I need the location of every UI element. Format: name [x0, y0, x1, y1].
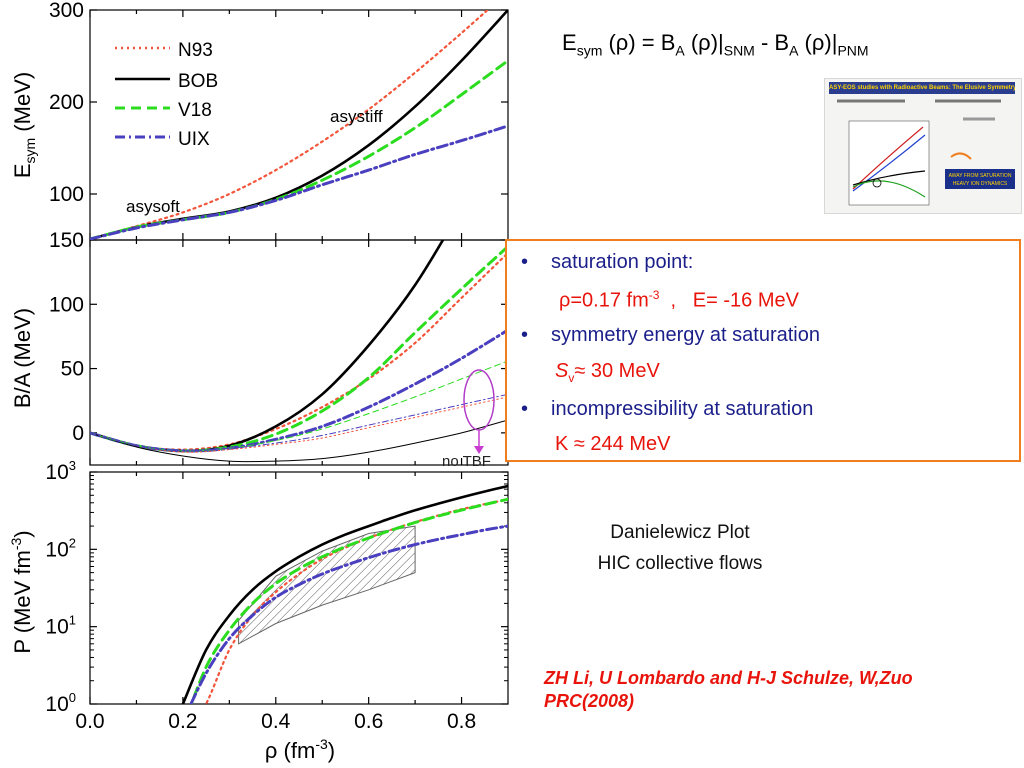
saturation-point-value: ρ=0.17 fm-3 , E= -16 MeV: [559, 288, 799, 312]
series-line-n93: [204, 498, 508, 704]
series-line-v18: [90, 244, 508, 453]
series-line-v18: [90, 360, 508, 452]
saturation-properties-box: • saturation point: ρ=0.17 fm-3 , E= -16 …: [505, 239, 1021, 462]
thumbnail-blue-curve: [852, 134, 926, 192]
y-tick-label: 150: [49, 229, 84, 252]
legend-label-v18: V18: [178, 100, 212, 121]
bottom-panel-frame: [89, 471, 509, 705]
symmetry-energy-value: Sv≈ 30 MeV: [555, 360, 660, 385]
x-tick-label: 0.6: [354, 710, 383, 733]
thumbnail-callout-line2: HEAVY ION DYNAMICS: [953, 181, 1008, 187]
y-tick-label: 102: [45, 535, 76, 561]
annotation-no-tbf: no TBF: [442, 453, 491, 470]
series-line-uix: [90, 328, 508, 453]
thumbnail-saturation-circle: [872, 178, 882, 188]
series-line-n93: [90, 251, 508, 451]
reference-authors: ZH Li, U Lombardo and H-J Schulze, W,Zuo: [544, 668, 913, 688]
reference-journal: PRC(2008): [544, 691, 635, 711]
bullet-symmetry-energy: • symmetry energy at saturation: [521, 324, 820, 346]
thumbnail-black-curve: [852, 170, 926, 186]
bottom-ylabel: P (MeV fm-3): [8, 530, 35, 653]
legend-label-bob: BOB: [178, 71, 218, 92]
y-tick-label: 0: [72, 422, 84, 445]
bullet-saturation-point: • saturation point:: [521, 251, 694, 273]
middle-axis-ticks: 0 50 100 150: [49, 229, 508, 465]
bottom-axis-ticks: 100 101 102 103 0.0 0.2 0.4 0.6 0.8: [45, 458, 508, 733]
middle-series-lines: [90, 240, 508, 463]
top-axis-ticks: 100 200 300: [49, 0, 508, 240]
danielewicz-note: Danielewicz Plot: [610, 522, 750, 543]
esym-equation: Esym (ρ) = BA (ρ)|SNM - BA (ρ)|PNM: [562, 30, 869, 59]
annotation-asystiff: asystiff: [330, 107, 383, 126]
top-ylabel: Esym (MeV): [10, 72, 38, 178]
series-line-bob: [90, 240, 445, 453]
series-line-uix: [189, 524, 508, 704]
series-line-uix: [90, 393, 508, 452]
bottom-series-lines: [181, 484, 508, 704]
bullet-incompressibility: • incompressibility at saturation: [521, 398, 814, 420]
series-line-n93: [90, 396, 508, 453]
middle-ylabel: B/A (MeV): [10, 308, 35, 408]
series-line-bob: [90, 419, 508, 463]
no-tbf-ellipse: [463, 369, 495, 431]
legend-label-uix: UIX: [178, 129, 210, 150]
paper-thumbnail: ASY-EOS studies with Radioactive Beams: …: [824, 78, 1022, 214]
thumbnail-callout-line1: AWAY FROM SATURATION: [949, 173, 1012, 179]
y-tick-label: 300: [49, 0, 84, 22]
thumbnail-figure: AWAY FROM SATURATION HEAVY ION DYNAMICS: [837, 99, 1015, 206]
series-line-uix: [90, 124, 508, 240]
reference-citation: ZH Li, U Lombardo and H-J Schulze, W,Zuo…: [544, 667, 1014, 713]
series-line-bob: [181, 484, 508, 704]
legend: N93 BOB V18 UIX: [115, 40, 218, 150]
thumbnail-green-curve: [852, 180, 926, 198]
thumbnail-arrow: [950, 152, 972, 160]
thumbnail-banner: ASY-EOS studies with Radioactive Beams: …: [829, 82, 1015, 94]
top-series-lines: [90, 10, 508, 240]
y-tick-label: 103: [45, 458, 76, 484]
y-tick-label: 50: [61, 358, 84, 381]
y-tick-label: 100: [49, 293, 84, 316]
y-tick-label: 100: [49, 183, 84, 206]
no-tbf-arrowhead: [474, 446, 484, 454]
annotation-asysoft: asysoft: [126, 197, 180, 216]
x-tick-label: 0.8: [447, 710, 476, 733]
x-tick-label: 0.0: [75, 710, 104, 733]
y-tick-label: 200: [49, 91, 84, 114]
series-line-v18: [189, 497, 508, 704]
x-tick-label: 0.4: [261, 710, 291, 733]
legend-label-n93: N93: [178, 40, 213, 61]
middle-panel-frame: [89, 239, 509, 466]
incompressibility-value: K ≈ 244 MeV: [555, 433, 671, 455]
y-tick-label: 100: [45, 690, 76, 716]
x-axis-label: ρ (fm-3): [265, 736, 335, 763]
x-tick-label: 0.2: [168, 710, 197, 733]
y-tick-label: 101: [45, 613, 76, 639]
thumbnail-callout: [945, 169, 1015, 189]
series-line-n93: [90, 10, 490, 240]
hic-flows-note: HIC collective flows: [597, 553, 763, 574]
